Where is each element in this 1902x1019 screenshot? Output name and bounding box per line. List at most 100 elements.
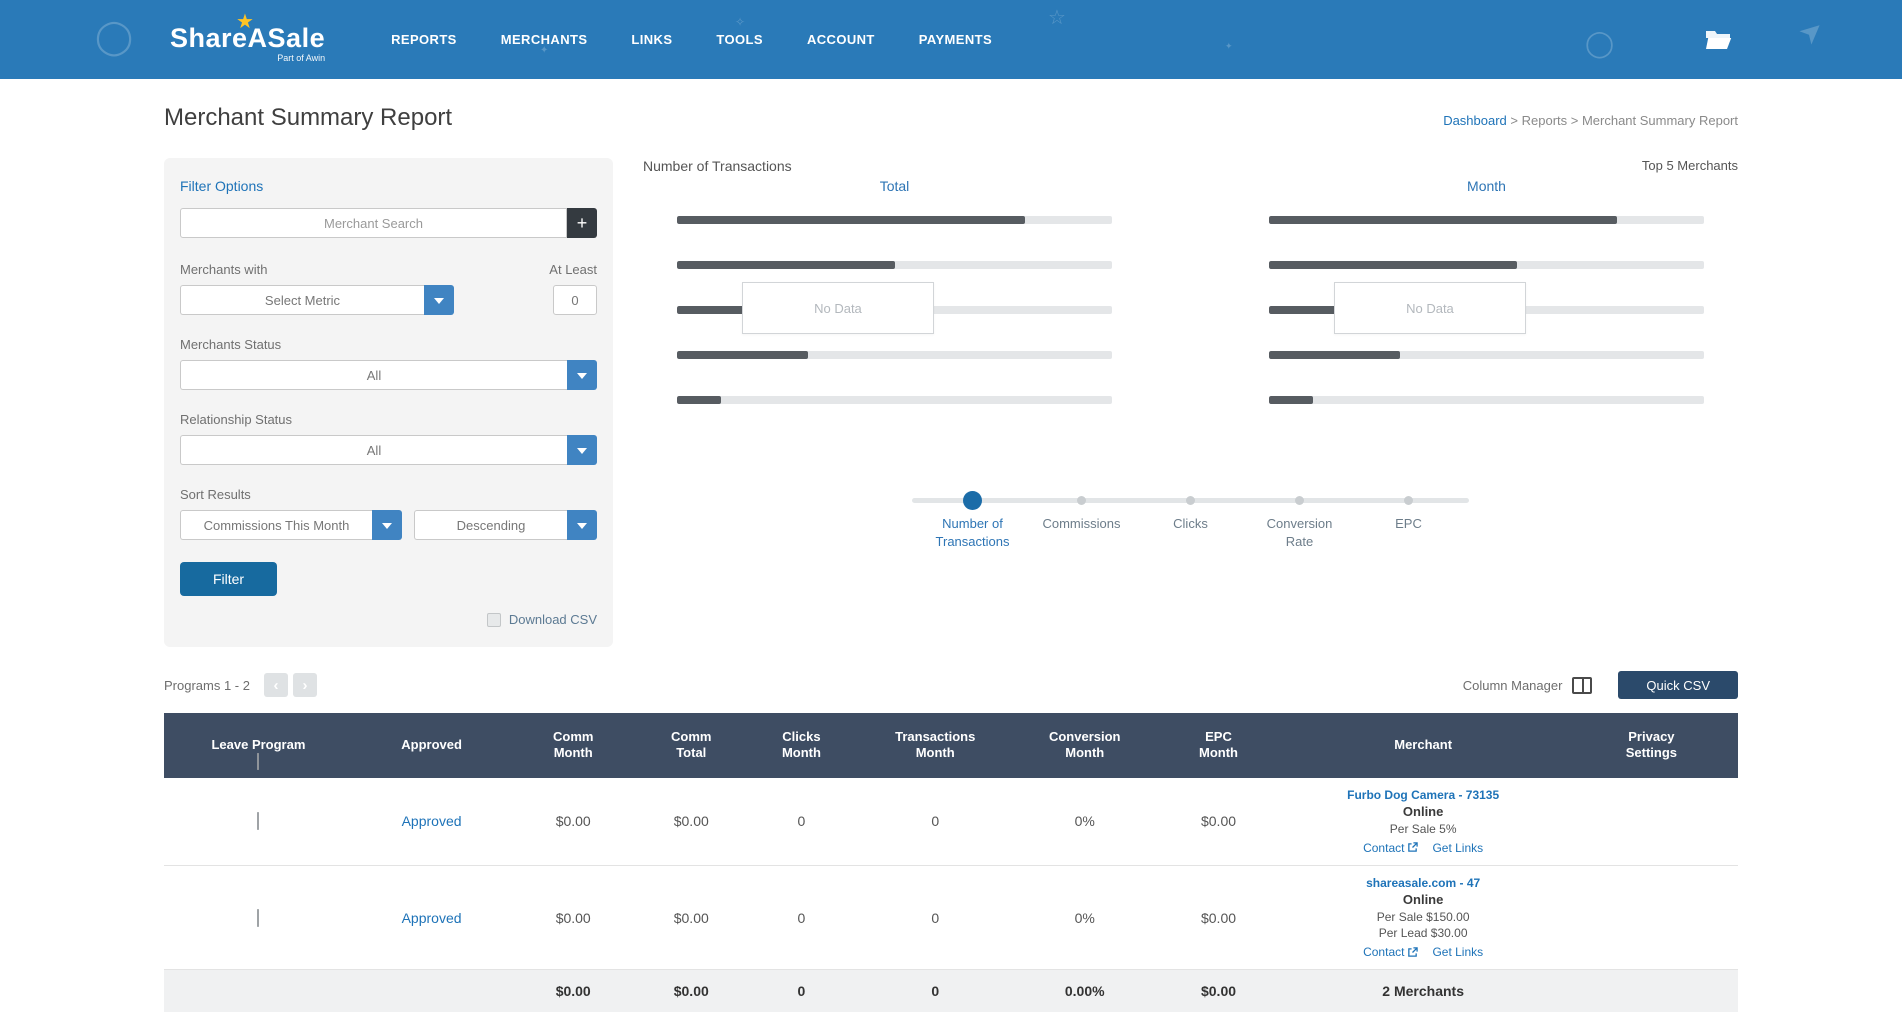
contact-link[interactable]: Contact — [1363, 945, 1419, 959]
merchant-cell: Furbo Dog Camera - 73135 Online Per Sale… — [1281, 777, 1565, 866]
bar — [677, 396, 1112, 404]
clicks-month-cell: 0 — [746, 777, 857, 866]
totals-transactions-month: 0 — [856, 969, 1014, 1013]
filter-options-panel: Filter Options + Merchants with At Least… — [164, 158, 613, 647]
navbar-doodle-star: ✦ — [540, 45, 549, 56]
metric-dot[interactable] — [1404, 496, 1413, 505]
nav-item-account[interactable]: ACCOUNT — [806, 32, 875, 47]
merchant-search-input[interactable] — [180, 208, 567, 238]
metric-stop-clicks[interactable]: Clicks — [1136, 491, 1245, 550]
metric-stop-commissions[interactable]: Commissions — [1027, 491, 1136, 550]
breadcrumb-trail: > Reports > Merchant Summary Report — [1506, 113, 1738, 128]
select-all-checkbox[interactable] — [257, 752, 260, 770]
nav-item-merchants[interactable]: MERCHANTS — [500, 32, 588, 47]
comm-total-cell: $0.00 — [636, 777, 747, 866]
merchant-name-link[interactable]: shareasale.com - 47 — [1366, 875, 1481, 890]
external-link-icon — [1408, 947, 1419, 957]
col-comm-total: Comm Total — [636, 713, 747, 778]
at-least-label: At Least — [549, 262, 597, 277]
get-links-link[interactable]: Get Links — [1432, 945, 1484, 960]
navbar-doodle-star: ✧ — [735, 15, 746, 29]
page-title: Merchant Summary Report — [164, 104, 453, 131]
navbar-doodle-planet: ◯ — [95, 18, 134, 56]
merchants-status-dropdown[interactable]: All — [180, 360, 597, 390]
chevron-down-icon[interactable] — [567, 360, 597, 390]
download-csv-label[interactable]: Download CSV — [508, 612, 597, 627]
chevron-down-icon[interactable] — [567, 435, 597, 465]
bar — [1269, 351, 1704, 359]
metric-dot[interactable] — [1186, 496, 1195, 505]
sort-results-label: Sort Results — [180, 487, 251, 502]
sort-direction-value: Descending — [414, 510, 567, 540]
privacy-settings-cell — [1564, 865, 1738, 971]
nav-item-reports[interactable]: REPORTS — [391, 32, 457, 47]
pagination-label: Programs 1 - 2 — [164, 677, 250, 693]
metric-dot[interactable] — [1295, 496, 1304, 505]
merchant-cell: shareasale.com - 47 Online Per Sale $150… — [1281, 865, 1565, 971]
at-least-input[interactable] — [553, 285, 597, 315]
metric-dot-active[interactable] — [963, 491, 982, 510]
get-links-link[interactable]: Get Links — [1432, 840, 1484, 855]
merchants-status-label: Merchants Status — [180, 337, 282, 352]
col-comm-month: Comm Month — [510, 713, 637, 778]
sort-direction-dropdown[interactable]: Descending — [414, 510, 597, 540]
approved-link[interactable]: Approved — [401, 813, 462, 830]
navbar-doodle-rocket: ➤ — [1792, 12, 1831, 51]
relationship-status-label: Relationship Status — [180, 412, 293, 427]
bar — [677, 351, 1112, 359]
col-epc-month: EPC Month — [1155, 713, 1282, 778]
filter-button[interactable]: Filter — [180, 562, 277, 596]
chart-subtitle: Top 5 Merchants — [1641, 158, 1738, 173]
bar — [1269, 261, 1704, 269]
relationship-status-dropdown[interactable]: All — [180, 435, 597, 465]
merchant-name-link[interactable]: Furbo Dog Camera - 73135 — [1347, 787, 1500, 802]
col-approved: Approved — [352, 713, 511, 778]
totals-epc-month: $0.00 — [1155, 969, 1282, 1013]
chevron-down-icon[interactable] — [567, 510, 597, 540]
conversion-month-cell: 0% — [1013, 777, 1156, 866]
main-navigation: REPORTS MERCHANTS LINKS TOOLS ACCOUNT PA… — [391, 32, 992, 47]
bar — [677, 261, 1112, 269]
nav-item-tools[interactable]: TOOLS — [716, 32, 763, 47]
merchant-status: Online — [1402, 803, 1444, 819]
conversion-month-cell: 0% — [1013, 865, 1156, 971]
pagination-next-button[interactable]: › — [292, 673, 317, 697]
merchant-search-add-button[interactable]: + — [567, 208, 597, 238]
nav-item-payments[interactable]: PAYMENTS — [918, 32, 993, 47]
totals-merchants-count: 2 Merchants — [1281, 969, 1565, 1013]
select-metric-dropdown[interactable]: Select Metric — [180, 285, 454, 315]
leave-program-checkbox[interactable] — [257, 908, 260, 927]
relationship-status-value: All — [180, 435, 567, 465]
column-manager-icon[interactable] — [1572, 676, 1593, 694]
contact-link[interactable]: Contact — [1363, 841, 1419, 855]
metric-dot[interactable] — [1077, 496, 1086, 505]
merchants-status-value: All — [180, 360, 567, 390]
chart-group-month: Month No Data — [1269, 178, 1704, 441]
merchant-term: Per Sale 5% — [1389, 821, 1457, 836]
column-manager-label: Column Manager — [1462, 677, 1563, 693]
metric-stop-conversion-rate[interactable]: Conversion Rate — [1245, 491, 1354, 550]
download-csv-checkbox[interactable] — [486, 612, 501, 627]
bar — [677, 216, 1112, 224]
chevron-down-icon[interactable] — [424, 285, 454, 315]
leave-program-cell — [164, 777, 353, 866]
table-row: Approved $0.00 $0.00 0 0 0% $0.00 Furbo … — [164, 777, 1738, 866]
chevron-down-icon[interactable] — [372, 510, 402, 540]
metric-stop-number-of-transactions[interactable]: Number of Transactions — [918, 491, 1027, 550]
pagination-prev-button[interactable]: ‹ — [263, 673, 288, 697]
col-transactions-month: Transactions Month — [856, 713, 1014, 778]
quick-csv-button[interactable]: Quick CSV — [1618, 671, 1738, 699]
metric-stop-epc[interactable]: EPC — [1354, 491, 1463, 550]
folder-icon[interactable] — [1705, 29, 1732, 50]
top-navbar: ◯ ✦ ✧ ☆ ✦ ◯ ➤ ★ ShareASale Part of Awin … — [0, 0, 1902, 79]
breadcrumb-dashboard-link[interactable]: Dashboard — [1443, 113, 1507, 128]
approved-link[interactable]: Approved — [401, 909, 462, 926]
nav-item-links[interactable]: LINKS — [631, 32, 673, 47]
merchant-term: Per Lead $30.00 — [1378, 926, 1468, 941]
leave-program-checkbox[interactable] — [257, 812, 260, 831]
privacy-settings-cell — [1564, 777, 1738, 866]
merchant-term: Per Sale $150.00 — [1376, 909, 1470, 924]
sort-by-dropdown[interactable]: Commissions This Month — [180, 510, 402, 540]
shareasale-logo[interactable]: ★ ShareASale Part of Awin — [170, 11, 325, 63]
filter-options-title: Filter Options — [180, 178, 264, 194]
